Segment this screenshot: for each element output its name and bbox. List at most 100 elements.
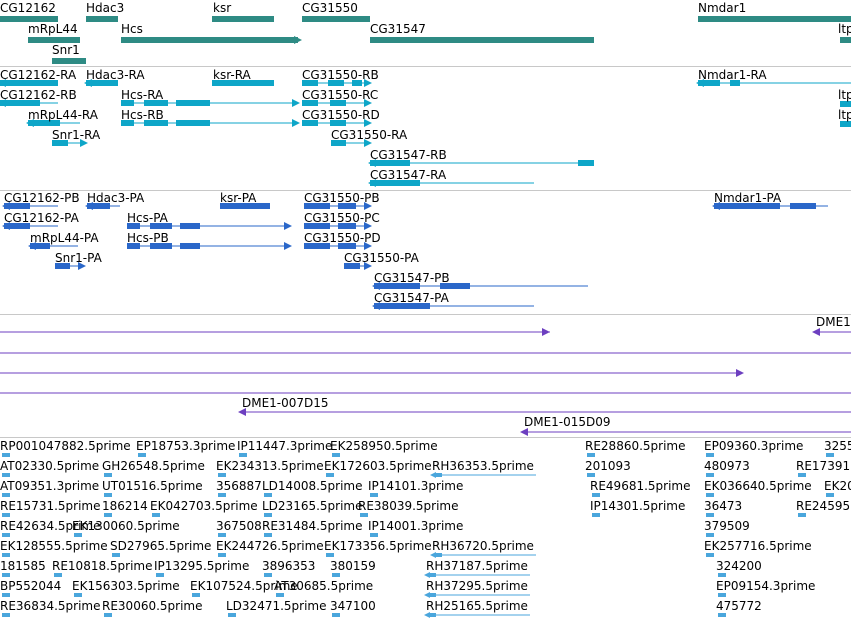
est-201093-label[interactable]: 201093 [585, 459, 631, 473]
est-rh36353-5prime-label[interactable]: RH36353.5prime [432, 459, 534, 473]
protein-cg12162-pa-label[interactable]: CG12162-PA [4, 211, 79, 225]
protein-cg31550-pb-end-arrow[interactable] [364, 202, 372, 210]
est-347100-mark[interactable] [332, 613, 340, 617]
protein-nmdar1-pa-exon[interactable] [790, 203, 816, 209]
protein-cg31547-pb-end-arrow[interactable] [372, 282, 380, 290]
est-380159-mark[interactable] [332, 573, 340, 577]
transcript-cg12162-rb-end-arrow[interactable] [0, 99, 6, 107]
est-380159-label[interactable]: 380159 [330, 559, 376, 573]
est-re38039-5prime-mark[interactable] [360, 513, 368, 517]
est-re28860-5prime-mark[interactable] [587, 453, 595, 457]
est-rh36720-5prime-label[interactable]: RH36720.5prime [432, 539, 534, 553]
est-re36834-5prime-mark[interactable] [2, 613, 10, 617]
transcript-ksr-ra-exon[interactable] [212, 80, 274, 86]
transcript-snr1-ra-end-arrow[interactable] [80, 139, 88, 147]
protein-mrpl44-pa-label[interactable]: mRpL44-PA [30, 231, 99, 245]
transcript-cg31547-rb-exon[interactable] [578, 160, 594, 166]
transcript-cg31550-rc-end-arrow[interactable] [364, 99, 372, 107]
est-ld23165-5prime-mark[interactable] [264, 513, 272, 517]
est-ip13295-5prime-mark[interactable] [156, 573, 164, 577]
est-ek156303-5prime-label[interactable]: EK156303.5prime [72, 579, 180, 593]
est-475772-mark[interactable] [718, 613, 726, 617]
transcript-nmdar1-ra-exon[interactable] [698, 80, 720, 86]
protein-cg31550-pa-label[interactable]: CG31550-PA [344, 251, 419, 265]
est-ek107524-5prime-mark[interactable] [192, 593, 200, 597]
protein-cg31550-pa-exon[interactable] [344, 263, 360, 269]
est-re24595-mark[interactable] [798, 513, 806, 517]
gene-label-snr1[interactable]: Snr1 [52, 43, 80, 57]
protein-cg31547-pa-end-arrow[interactable] [372, 302, 380, 310]
protein-mrpl44-pa-end-arrow[interactable] [28, 242, 36, 250]
alignment-dme1-015d09-label[interactable]: DME1-015D09 [524, 415, 611, 429]
transcript-cg31547-ra-end-arrow[interactable] [368, 179, 376, 187]
transcript-nmdar1-ra-exon[interactable] [730, 80, 740, 86]
est-ek156303-5prime-mark[interactable] [74, 593, 82, 597]
gene-label-nmdar1[interactable]: Nmdar1 [698, 1, 747, 15]
protein-hcs-pa-label[interactable]: Hcs-PA [127, 211, 168, 225]
est-3255-label[interactable]: 3255 [824, 439, 851, 453]
transcript-ltp-b[interactable] [840, 121, 851, 127]
protein-cg12162-pa-end-arrow[interactable] [2, 222, 10, 230]
protein-cg31550-pb-exon[interactable] [304, 203, 330, 209]
protein-snr1-pa-exon[interactable] [55, 263, 70, 269]
transcript-cg31550-rb-exon[interactable] [328, 80, 344, 86]
est-ep09360-3prime-label[interactable]: EP09360.3prime [704, 439, 804, 453]
est-ld14008-5prime-mark[interactable] [264, 493, 272, 497]
est-480973-label[interactable]: 480973 [704, 459, 750, 473]
est-480973-mark[interactable] [706, 473, 714, 477]
est-186214-label[interactable]: 186214 [102, 499, 148, 513]
est-379509-mark[interactable] [706, 533, 714, 537]
est-rh37187-5prime-label[interactable]: RH37187.5prime [426, 559, 528, 573]
est-at09351-3prime-mark[interactable] [2, 493, 10, 497]
est-347100-label[interactable]: 347100 [330, 599, 376, 613]
est-at02330-5prime-label[interactable]: AT02330.5prime [0, 459, 100, 473]
transcript-cg31550-rd-exon[interactable] [330, 120, 346, 126]
est-sd27965-5prime-label[interactable]: SD27965.5prime [110, 539, 212, 553]
est-re15731-5prime-label[interactable]: RE15731.5prime [0, 499, 101, 513]
est-ek036640-5prime-mark[interactable] [706, 493, 714, 497]
transcript-cg31550-rb-exon[interactable] [352, 80, 362, 86]
alignment-dme1-007d15-label[interactable]: DME1-007D15 [242, 396, 329, 410]
protein-cg31550-pd-label[interactable]: CG31550-PD [304, 231, 381, 245]
protein-cg12162-pb-label[interactable]: CG12162-PB [4, 191, 80, 205]
transcript-cg31550-ra-label[interactable]: CG31550-RA [331, 128, 408, 142]
gene-label-cg31547[interactable]: CG31547 [370, 22, 426, 36]
protein-cg31550-pc-exon[interactable] [304, 223, 330, 229]
transcript-hcs-rb-end-arrow[interactable] [292, 119, 300, 127]
est-at30685-5prime-mark[interactable] [276, 593, 284, 597]
est-ld14008-5prime-label[interactable]: LD14008.5prime [262, 479, 363, 493]
est-re49681-5prime-label[interactable]: RE49681.5prime [590, 479, 691, 493]
gene-cg31550[interactable] [302, 16, 370, 22]
transcript-cg31550-rc-exon[interactable] [330, 100, 346, 106]
gene-label-cg12162[interactable]: CG12162 [0, 1, 56, 15]
est-re31484-5prime-label[interactable]: RE31484.5prime [262, 519, 363, 533]
est-at30685-5prime-label[interactable]: AT30685.5prime [274, 579, 374, 593]
transcript-snr1-ra-label[interactable]: Snr1-RA [52, 128, 101, 142]
protein-hcs-pa-exon[interactable] [127, 223, 140, 229]
protein-cg12162-pa-exon[interactable] [4, 223, 30, 229]
transcript-hcs-rb-exon[interactable] [121, 120, 134, 126]
transcript-cg31550-rd-exon[interactable] [302, 120, 318, 126]
protein-cg31547-pa-label[interactable]: CG31547-PA [374, 291, 449, 305]
est-ip11447-3prime-mark[interactable] [239, 453, 247, 457]
est-rh25165-5prime-label[interactable]: RH25165.5prime [426, 599, 528, 613]
gene-hdac3[interactable] [86, 16, 118, 22]
est-ek036640-5prime-label[interactable]: EK036640.5prime [704, 479, 812, 493]
transcript-label-ltp-a[interactable]: ltp [838, 88, 851, 102]
est-ek042703-5prime-mark[interactable] [152, 513, 160, 517]
est-rh37295-5prime-label[interactable]: RH37295.5prime [426, 579, 528, 593]
est-re15731-5prime-mark[interactable] [2, 513, 10, 517]
est-186214-mark[interactable] [104, 513, 112, 517]
protein-hcs-pb-exon[interactable] [127, 243, 140, 249]
est-ip14001-3prime-label[interactable]: IP14001.3prime [368, 519, 464, 533]
est-475772-label[interactable]: 475772 [716, 599, 762, 613]
est-ip14001-3prime-mark[interactable] [370, 533, 378, 537]
gene-cg31547[interactable] [370, 37, 594, 43]
est-re28860-5prime-label[interactable]: RE28860.5prime [585, 439, 686, 453]
protein-cg31547-pa-exon[interactable] [374, 303, 430, 309]
est-ek128555-5prime-label[interactable]: EK128555.5prime [0, 539, 108, 553]
transcript-cg31550-rc-exon[interactable] [302, 100, 318, 106]
est-rh37187-5prime-arrow[interactable] [424, 572, 430, 578]
est-379509-label[interactable]: 379509 [704, 519, 750, 533]
protein-hcs-pb-exon[interactable] [180, 243, 200, 249]
